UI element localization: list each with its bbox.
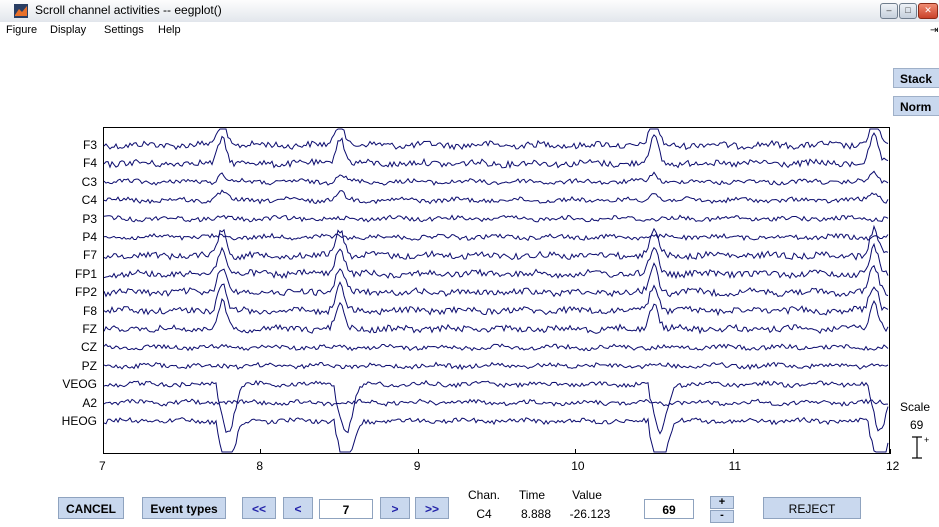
x-tick-label: 12: [886, 459, 900, 473]
trace-veog: [104, 379, 889, 435]
maximize-icon[interactable]: □: [899, 3, 917, 19]
trace-f3: [104, 128, 889, 151]
dock-arrow-icon[interactable]: ⇥: [930, 25, 939, 36]
x-tick-label: 7: [99, 459, 106, 473]
x-tick-label: 10: [571, 459, 585, 473]
channel-label-p4: P4: [82, 230, 97, 244]
chan-value: C4: [476, 507, 492, 521]
channel-label-cz: CZ: [81, 340, 97, 355]
channel-label-pz: PZ: [81, 358, 97, 373]
x-tick-mark: [890, 449, 891, 454]
channel-label-a2: A2: [82, 395, 97, 410]
menu-bar: Figure Display Settings Help: [0, 22, 939, 40]
x-tick-label: 9: [413, 459, 421, 473]
minimize-icon[interactable]: –: [880, 3, 898, 19]
chan-header: Chan.: [467, 488, 501, 502]
trace-a2: [104, 398, 888, 407]
channel-label-fz: FZ: [82, 322, 97, 336]
window-titlebar: Scroll channel activities -- eegplot() –…: [0, 0, 939, 23]
x-tick-mark: [103, 449, 104, 454]
reject-button[interactable]: REJECT: [763, 497, 861, 519]
x-tick-mark: [732, 449, 734, 454]
channel-label-f3: F3: [82, 138, 97, 152]
trace-fp1: [104, 242, 889, 280]
scale-input[interactable]: 69: [644, 499, 694, 519]
trace-pz: [104, 361, 889, 371]
trace-c4: [104, 189, 889, 205]
cancel-button[interactable]: CANCEL: [58, 497, 124, 519]
trace-f8: [104, 281, 889, 317]
menu-display[interactable]: Display: [50, 24, 87, 36]
trace-fp2: [104, 262, 889, 298]
prev-button[interactable]: <: [283, 497, 313, 519]
stack-button[interactable]: Stack: [893, 68, 939, 88]
scale-label: Scale: [900, 400, 931, 414]
channel-label-fp1: FP1: [74, 266, 97, 281]
scale-value: 69: [910, 418, 924, 432]
time-header: Time: [518, 488, 546, 502]
trace-p3: [104, 214, 889, 223]
channel-label-heog: HEOG: [61, 414, 97, 428]
scale-bar-icon: +: [912, 435, 929, 459]
channel-label-f7: F7: [82, 248, 97, 263]
x-tick-mark: [575, 449, 577, 454]
time-value: 8.888: [520, 507, 552, 521]
event-types-button[interactable]: Event types: [142, 497, 226, 519]
trace-heog: [104, 416, 889, 453]
menu-help[interactable]: Help: [158, 24, 181, 36]
x-tick-label: 11: [728, 459, 742, 473]
x-tick-mark: [260, 449, 262, 454]
trace-fz: [104, 298, 889, 335]
channel-label-c3: C3: [81, 174, 97, 189]
trace-c3: [104, 170, 889, 186]
menu-settings[interactable]: Settings: [104, 24, 144, 36]
channel-label-fp2: FP2: [74, 285, 97, 300]
close-icon[interactable]: ✕: [918, 3, 938, 19]
eeg-traces: [104, 128, 889, 453]
value-header: Value: [572, 488, 602, 502]
svg-text:+: +: [924, 435, 929, 445]
trace-cz: [104, 343, 889, 352]
channel-label-c4: C4: [81, 193, 97, 208]
norm-button[interactable]: Norm: [893, 96, 939, 116]
next-fast-button[interactable]: >>: [415, 497, 449, 519]
channel-label-f4: F4: [82, 156, 97, 171]
scale-minus-button[interactable]: -: [710, 510, 734, 523]
prev-fast-button[interactable]: <<: [242, 497, 276, 519]
next-button[interactable]: >: [380, 497, 410, 519]
channel-label-veog: VEOG: [62, 377, 97, 392]
matlab-logo-icon: [14, 4, 28, 18]
window-position-input[interactable]: 7: [319, 499, 373, 519]
trace-f4: [104, 132, 889, 169]
trace-f7: [104, 224, 889, 261]
window-title: Scroll channel activities -- eegplot(): [35, 3, 222, 17]
value-value: -26.123: [569, 507, 611, 521]
channel-label-f8: F8: [82, 303, 97, 318]
trace-p4: [104, 232, 889, 242]
scale-plus-button[interactable]: +: [710, 496, 734, 509]
x-tick-label: 8: [256, 459, 264, 473]
channel-label-p3: P3: [82, 211, 97, 226]
menu-figure[interactable]: Figure: [6, 24, 38, 36]
x-tick-mark: [417, 449, 419, 454]
